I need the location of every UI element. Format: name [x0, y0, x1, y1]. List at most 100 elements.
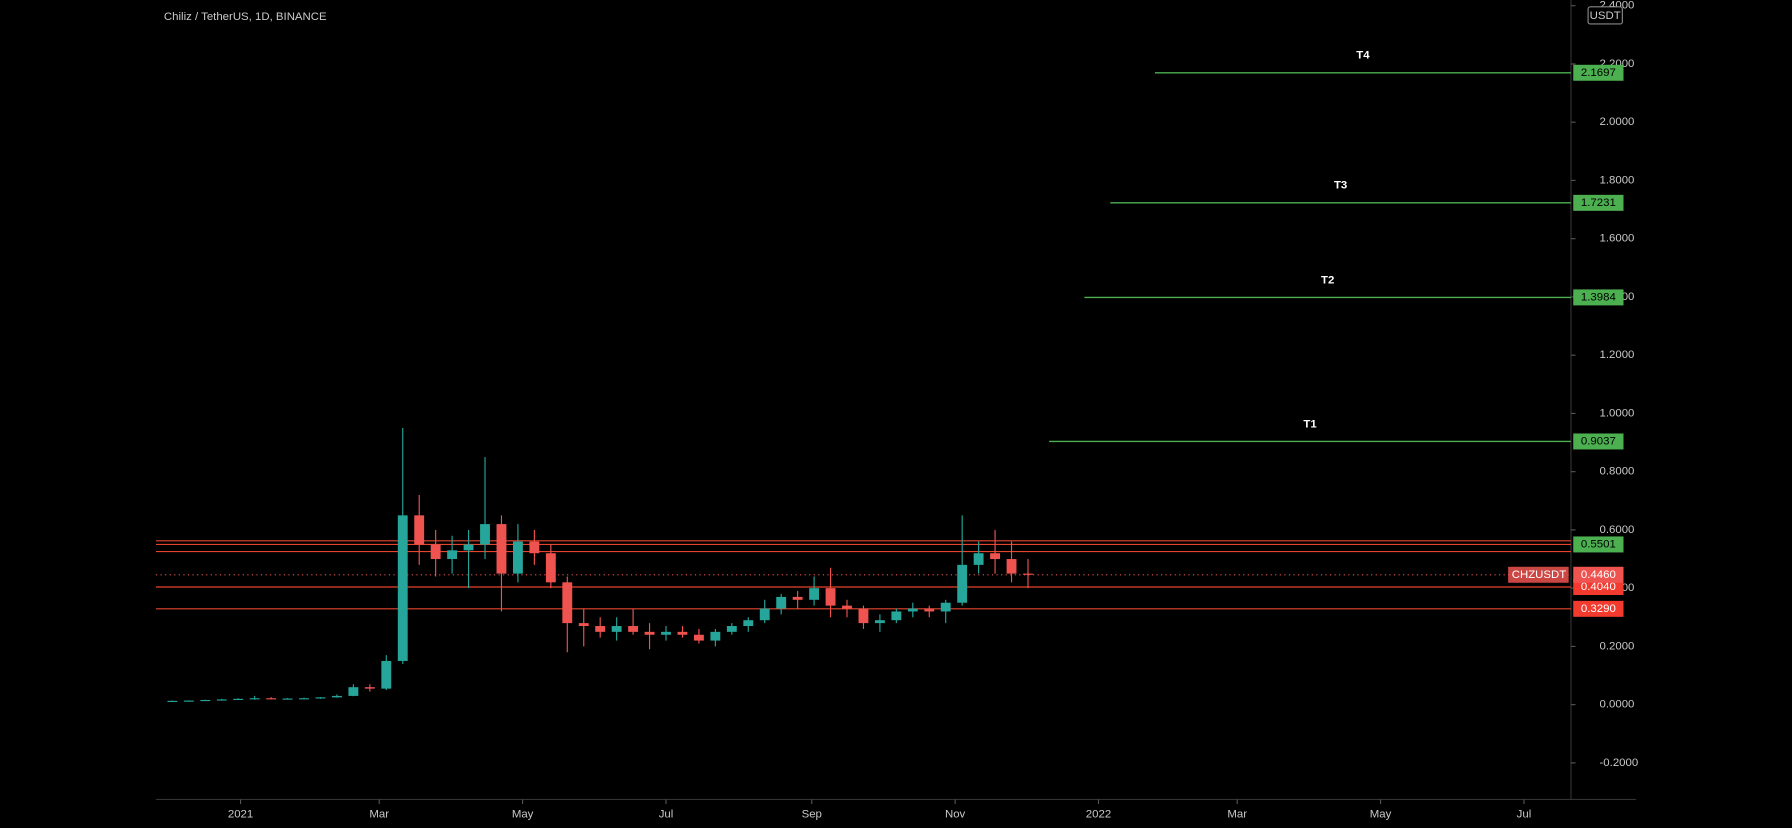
candle-body: [216, 699, 227, 701]
x-tick-label: Jul: [1517, 808, 1532, 820]
y-tick-label: 2.0000: [1600, 116, 1635, 128]
target-label-bg: [1573, 289, 1624, 306]
candle-body: [167, 700, 178, 703]
candle-body: [792, 596, 803, 600]
candle-body: [874, 620, 885, 624]
candle-body: [562, 582, 573, 624]
target-label-bg: [1573, 433, 1624, 450]
candle-body: [200, 699, 211, 702]
candle-body: [266, 698, 277, 700]
level-label: 0.3290: [1581, 603, 1616, 615]
candle-body: [677, 631, 688, 635]
candle-body: [661, 631, 671, 635]
candle-body: [595, 626, 606, 632]
candle-body: [825, 588, 836, 606]
chart-title: Chiliz / TetherUS, 1D, BINANCE: [164, 11, 327, 23]
level-label-bg: [1573, 579, 1624, 595]
x-tick-label: May: [512, 808, 534, 820]
candle-body: [364, 687, 375, 689]
x-tick-label: Mar: [1227, 808, 1247, 820]
target-name: T1: [1303, 418, 1317, 430]
x-tick-label: 2021: [228, 808, 253, 820]
candle-body: [1023, 573, 1033, 575]
y-tick-label: 0.6000: [1600, 524, 1635, 536]
y-tick-label: 1.6000: [1600, 233, 1635, 245]
candle-body: [1006, 559, 1017, 574]
candle-body: [512, 541, 523, 574]
candle-body: [282, 698, 293, 700]
candle-body: [381, 660, 392, 689]
candle-body: [233, 698, 244, 700]
x-tick-label: Sep: [802, 808, 822, 820]
candle-body: [430, 544, 441, 560]
candle-body: [957, 564, 968, 603]
y-tick-label: -0.2000: [1600, 757, 1639, 769]
y-tick-label: 2.4000: [1600, 0, 1635, 12]
currency-box: [1587, 6, 1623, 25]
level-label-bg: [1573, 600, 1624, 617]
candle-body: [940, 602, 951, 612]
candle-body: [809, 588, 820, 600]
candle-body: [315, 697, 326, 699]
symbol-label-bg: [1508, 566, 1569, 583]
y-tick-label: 1.0000: [1600, 407, 1635, 419]
target-label: 2.1697: [1581, 67, 1616, 79]
level-label-bg: [1573, 536, 1624, 553]
candle-body: [776, 596, 787, 609]
candle-body: [924, 608, 935, 612]
candle-body: [611, 626, 622, 632]
candle-body: [644, 631, 655, 635]
candle-body: [397, 515, 408, 661]
candle-body: [414, 515, 425, 545]
candle-body: [463, 544, 474, 551]
candle-body: [891, 611, 902, 621]
target-name: T3: [1334, 180, 1347, 192]
candle-body: [447, 550, 458, 560]
x-tick-label: Mar: [369, 808, 389, 820]
target-label-bg: [1573, 194, 1624, 211]
candle-body: [331, 695, 342, 698]
target-name: T2: [1321, 274, 1334, 286]
x-tick-label: 2022: [1086, 808, 1111, 820]
y-tick-label: 0.2000: [1600, 640, 1635, 652]
y-tick-label: 1.8000: [1600, 174, 1635, 186]
level-label: 0.4040: [1581, 581, 1616, 593]
target-name: T4: [1356, 50, 1370, 62]
x-tick-label: May: [1370, 808, 1392, 820]
candle-body: [183, 700, 194, 702]
currency-label: USDT: [1590, 10, 1621, 22]
target-label-bg: [1573, 64, 1624, 81]
candle-body: [858, 608, 869, 624]
target-label: 1.7231: [1581, 197, 1616, 209]
candle-body: [348, 687, 359, 696]
x-tick-label: Jul: [659, 808, 674, 820]
candle-body: [710, 631, 721, 641]
candle-body: [628, 626, 639, 632]
y-tick-label: 0.0000: [1600, 699, 1635, 711]
candle-body: [496, 524, 507, 574]
y-tick-label: 0.8000: [1600, 466, 1635, 478]
candle-body: [842, 605, 852, 609]
candle-body: [990, 553, 1001, 560]
candle-body: [726, 626, 737, 632]
candle-body: [249, 698, 260, 700]
target-label: 1.3984: [1581, 291, 1617, 303]
x-tick-label: Nov: [945, 808, 966, 820]
current-label: 0.4460: [1581, 569, 1616, 581]
candle-body: [529, 541, 540, 554]
candle-body: [693, 634, 704, 641]
target-label: 0.9037: [1581, 435, 1616, 447]
y-tick-label: 1.2000: [1600, 349, 1635, 361]
candle-body: [299, 698, 309, 700]
candle-body: [743, 620, 754, 627]
candle-body: [759, 608, 770, 621]
candle-body: [480, 524, 490, 545]
candle-body: [973, 553, 984, 565]
level-label: 0.5501: [1581, 538, 1616, 550]
current-label-bg: [1573, 566, 1624, 583]
candle-body: [907, 608, 918, 612]
symbol-label: CHZUSDT: [1512, 569, 1567, 581]
